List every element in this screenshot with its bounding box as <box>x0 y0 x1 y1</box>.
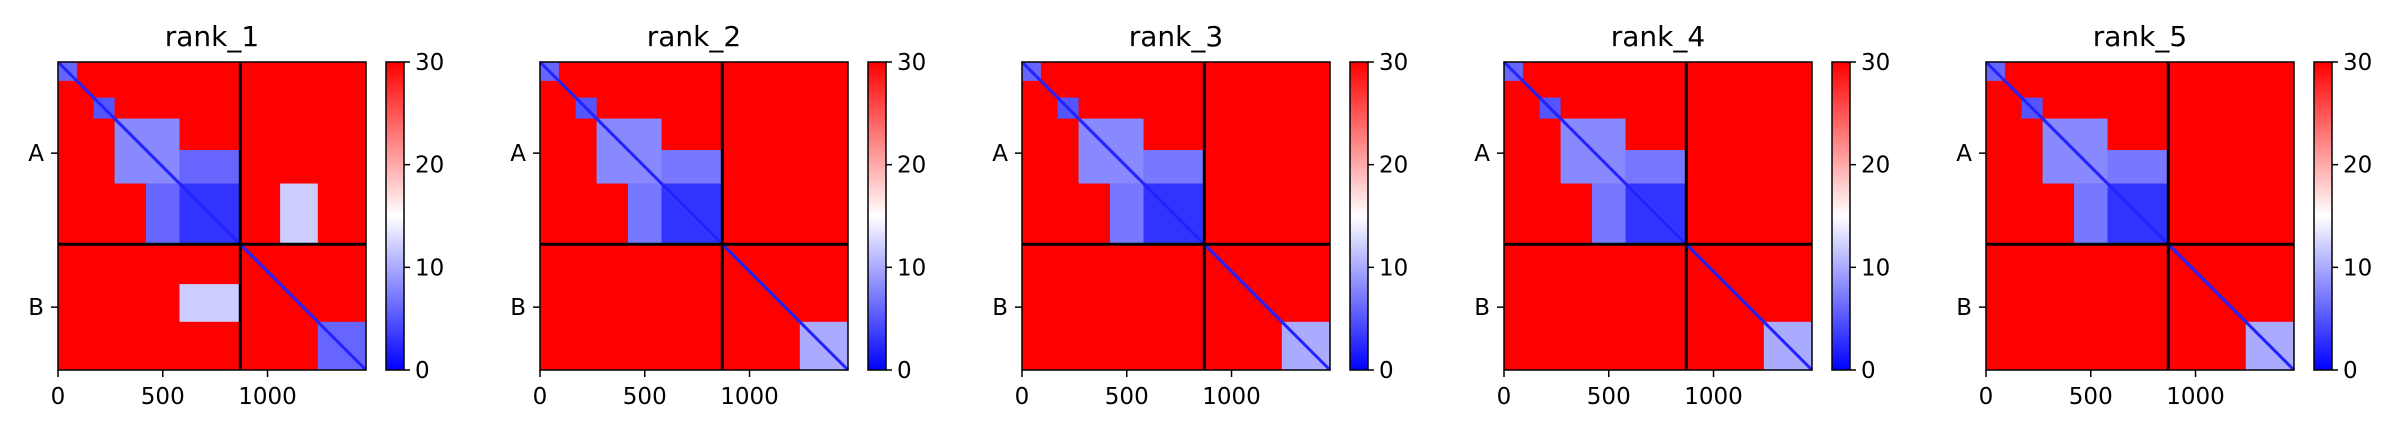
heatmap-diagonal <box>1502 60 1814 372</box>
colorbar-tick-label: 20 <box>1861 153 1890 179</box>
y-tick-label: B <box>510 295 526 321</box>
colorbar-tick-label: 10 <box>897 255 926 281</box>
heatmap-block <box>280 183 318 245</box>
heatmap-block <box>179 150 241 184</box>
panel-rank_5: rank_5 0 500 1000 A B 0 10 20 30 <box>1956 20 2372 410</box>
heatmap-block <box>628 183 662 245</box>
heatmap-block <box>1143 150 1205 184</box>
x-tick-label: 0 <box>533 384 548 410</box>
x-tick-label: 0 <box>51 384 66 410</box>
colorbar-tick-label: 30 <box>1861 50 1890 76</box>
y-tick-label: B <box>1474 295 1490 321</box>
colorbar-tick-label: 30 <box>2343 50 2372 76</box>
axes-frame <box>1503 61 1813 371</box>
heatmap-diagonal <box>538 60 850 372</box>
panel-rank_1: rank_1 0 500 1000 A B 0 10 20 30 <box>28 20 444 410</box>
colorbar <box>2313 61 2333 371</box>
colorbar-tick-label: 10 <box>2343 255 2372 281</box>
colorbar-tick-label: 0 <box>897 358 912 384</box>
x-tick-label: 0 <box>1979 384 1994 410</box>
x-tick-label: 500 <box>1105 384 1149 410</box>
y-tick-label: B <box>28 295 44 321</box>
x-tick-label: 1000 <box>1684 384 1743 410</box>
panel-title: rank_3 <box>1129 20 1223 53</box>
x-tick-label: 1000 <box>238 384 297 410</box>
panel-title: rank_5 <box>2093 20 2187 53</box>
axes-frame <box>1985 61 2295 371</box>
panel-rank_4: rank_4 0 500 1000 A B 0 10 20 30 <box>1474 20 1890 410</box>
colorbar-tick-label: 20 <box>1379 153 1408 179</box>
colorbar-tick-label: 20 <box>897 153 926 179</box>
x-tick-label: 1000 <box>2166 384 2225 410</box>
x-tick-label: 500 <box>1587 384 1631 410</box>
x-tick-label: 500 <box>623 384 667 410</box>
colorbar <box>1349 61 1369 371</box>
colorbar <box>867 61 887 371</box>
x-tick-label: 0 <box>1015 384 1030 410</box>
heatmap-block <box>1625 150 1687 184</box>
axes-frame <box>57 61 367 371</box>
heatmap-block <box>1592 183 1626 245</box>
colorbar-tick-label: 30 <box>897 50 926 76</box>
y-tick-label: A <box>1474 141 1490 167</box>
y-tick-label: A <box>1956 141 1972 167</box>
y-tick-label: B <box>992 295 1008 321</box>
colorbar-tick-label: 30 <box>1379 50 1408 76</box>
axes-frame <box>1021 61 1331 371</box>
colorbar-tick-label: 10 <box>1379 255 1408 281</box>
x-tick-label: 500 <box>2069 384 2113 410</box>
panel-title: rank_4 <box>1611 20 1705 53</box>
axes-frame <box>539 61 849 371</box>
heatmap-block <box>661 150 723 184</box>
x-tick-label: 1000 <box>1202 384 1261 410</box>
y-tick-label: A <box>28 141 44 167</box>
panel-rank_2: rank_2 0 500 1000 A B 0 10 20 30 <box>510 20 926 410</box>
colorbar-tick-label: 0 <box>1861 358 1876 384</box>
colorbar-tick-label: 10 <box>1861 255 1890 281</box>
heatmap-block <box>146 183 180 245</box>
heatmap-block <box>1110 183 1144 245</box>
panel-rank_3: rank_3 0 500 1000 A B 0 10 20 30 <box>992 20 1408 410</box>
colorbar-tick-label: 0 <box>415 358 430 384</box>
x-tick-label: 0 <box>1497 384 1512 410</box>
colorbar-tick-label: 10 <box>415 255 444 281</box>
heatmap-diagonal <box>56 60 368 372</box>
panel-title: rank_1 <box>165 20 259 53</box>
colorbar-tick-label: 30 <box>415 50 444 76</box>
colorbar-tick-label: 20 <box>415 153 444 179</box>
heatmap-block <box>179 284 241 322</box>
colorbar-tick-label: 0 <box>1379 358 1394 384</box>
heatmap-block <box>2107 150 2169 184</box>
y-tick-label: A <box>992 141 1008 167</box>
colorbar-tick-label: 0 <box>2343 358 2358 384</box>
panel-title: rank_2 <box>647 20 741 53</box>
heatmap-diagonal <box>1984 60 2296 372</box>
colorbar <box>385 61 405 371</box>
heatmap-block <box>2074 183 2108 245</box>
colorbar <box>1831 61 1851 371</box>
x-tick-label: 500 <box>141 384 185 410</box>
colorbar-tick-label: 20 <box>2343 153 2372 179</box>
y-tick-label: A <box>510 141 526 167</box>
heatmap-diagonal <box>1020 60 1332 372</box>
x-tick-label: 1000 <box>720 384 779 410</box>
y-tick-label: B <box>1956 295 1972 321</box>
